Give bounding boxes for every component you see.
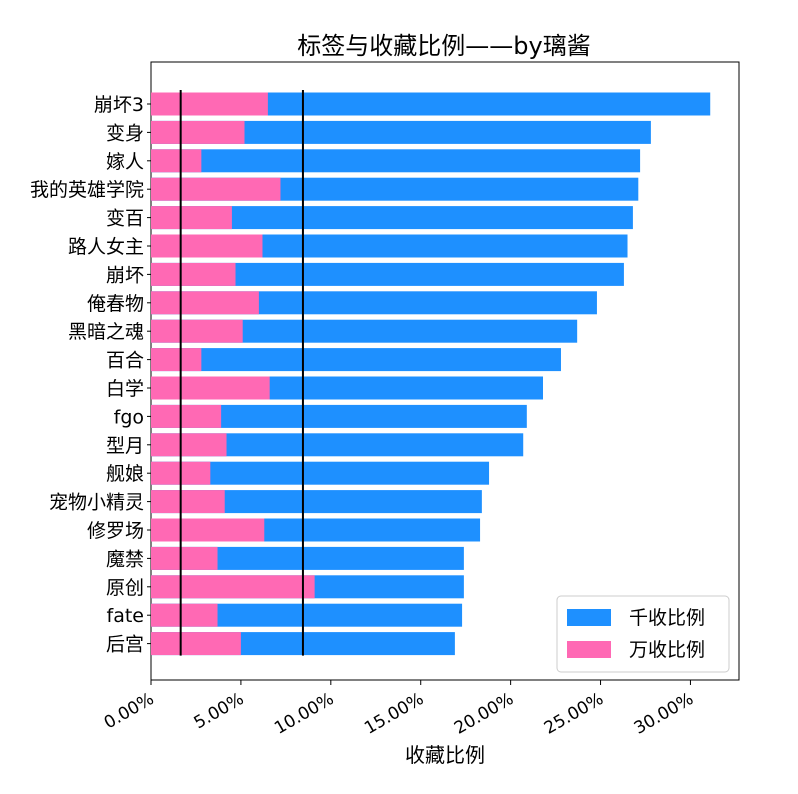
category-label-9: 百合 [106,350,144,372]
bar-wanshou-1 [151,120,245,144]
bar-wanshou-4 [151,206,232,230]
chart-title: 标签与收藏比例——by璃酱 [297,32,590,60]
legend: 千收比例 万收比例 [556,595,730,673]
category-label-1: 变身 [106,122,144,144]
bar-qianshou-16 [151,546,464,570]
category-label-19: 后宫 [106,634,144,656]
legend-label-series-0: 千收比例 [629,607,705,629]
bar-qianshou-11 [151,404,527,428]
bar-qianshou-13 [151,461,490,485]
category-label-15: 修罗场 [87,520,144,542]
bar-wanshou-10 [151,376,270,400]
bar-qianshou-14 [151,490,482,514]
x-tick-label-4: 20.00% [451,689,517,739]
bar-wanshou-5 [151,234,263,258]
category-label-5: 路人女主 [68,236,144,258]
bar-qianshou-7 [151,291,597,315]
category-label-16: 魔禁 [106,548,144,570]
category-label-2: 嫁人 [106,151,144,173]
category-label-11: fgo [114,406,144,428]
bar-qianshou-4 [151,206,633,230]
category-label-12: 型月 [106,435,144,457]
bar-wanshou-14 [151,490,225,514]
reference-lines-group [179,90,304,656]
bar-qianshou-18 [151,603,463,627]
bar-wanshou-8 [151,319,243,343]
bar-qianshou-6 [151,262,624,286]
bar-wanshou-15 [151,518,265,542]
x-tick-label-3: 15.00% [361,689,427,739]
category-label-14: 宠物小精灵 [49,492,144,514]
x-tick-label-5: 25.00% [541,689,607,739]
category-label-4: 变百 [106,208,144,230]
category-label-8: 黑暗之魂 [68,321,144,343]
bar-qianshou-9 [151,348,561,372]
category-label-3: 我的英雄学院 [30,179,144,201]
bar-wanshou-7 [151,291,259,315]
bar-wanshou-16 [151,546,218,570]
bar-wanshou-6 [151,262,236,286]
bar-qianshou-2 [151,149,641,173]
bar-qianshou-0 [151,92,711,116]
x-ticks-group: 0.00% 5.00% 10.00% 15.00% 20.00% 25.00% 30.00% [101,680,697,739]
bar-wanshou-17 [151,575,315,599]
category-label-7: 俺春物 [87,293,144,315]
bar-qianshou-12 [151,433,524,457]
bar-wanshou-9 [151,348,202,372]
x-axis-title: 收藏比例 [405,743,485,767]
bar-wanshou-11 [151,404,222,428]
bar-wanshou-3 [151,177,281,201]
bar-qianshou-8 [151,319,578,343]
category-label-0: 崩坏3 [94,94,144,116]
category-label-6: 崩坏 [106,264,144,286]
legend-swatch-series-0 [567,609,611,626]
category-label-13: 舰娘 [106,463,144,485]
legend-label-series-1: 万收比例 [629,639,705,661]
bar-qianshou-1 [151,120,651,144]
legend-swatch-series-1 [567,641,611,658]
bars-group [151,92,711,656]
bar-wanshou-19 [151,632,241,656]
category-label-10: 白学 [106,378,144,400]
category-label-18: fate [107,605,144,627]
x-tick-label-1: 5.00% [191,689,248,733]
bar-wanshou-2 [151,149,202,173]
x-tick-label-0: 0.00% [101,689,158,733]
bar-wanshou-0 [151,92,268,116]
x-tick-label-2: 10.00% [271,689,337,739]
bar-wanshou-12 [151,433,227,457]
x-tick-label-6: 30.00% [631,689,697,739]
category-label-17: 原创 [106,577,144,599]
bar-wanshou-18 [151,603,218,627]
bar-qianshou-5 [151,234,628,258]
